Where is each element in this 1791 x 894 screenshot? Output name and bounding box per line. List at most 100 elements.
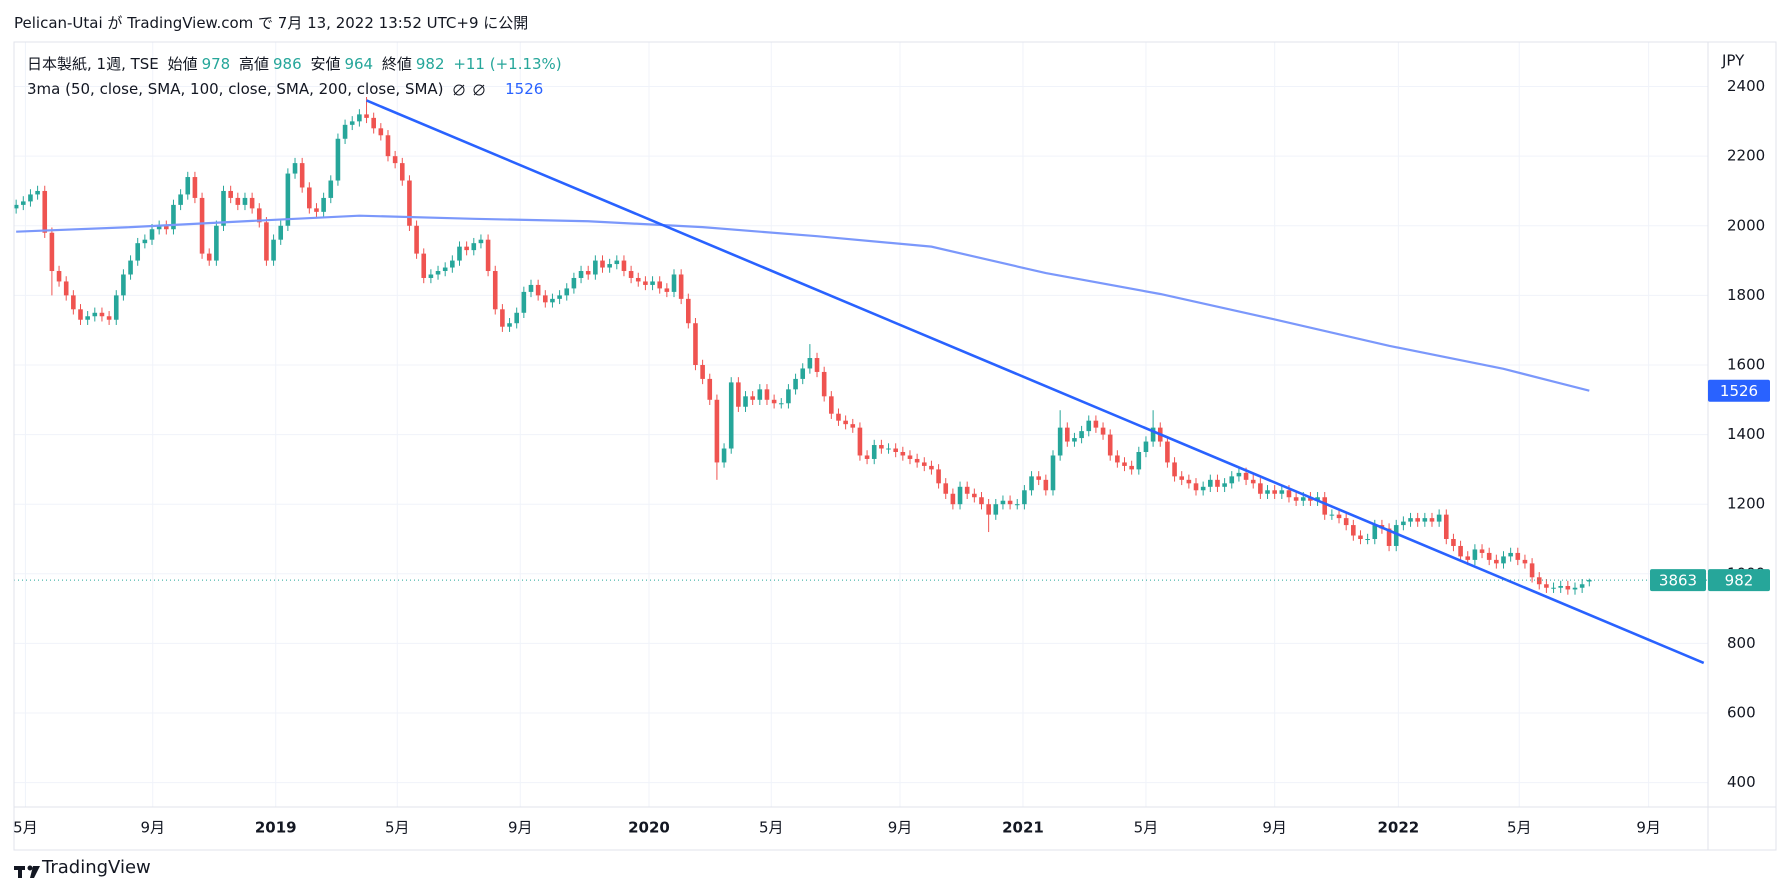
candle-body bbox=[1572, 587, 1578, 590]
candle-body bbox=[1565, 585, 1571, 590]
candle-body bbox=[1193, 483, 1199, 491]
x-tick-label: 9月 bbox=[888, 819, 913, 837]
candle-body bbox=[671, 274, 677, 292]
indicator-badge bbox=[1708, 379, 1770, 402]
candle-body bbox=[14, 204, 19, 209]
candle-body bbox=[807, 358, 813, 369]
candle-body bbox=[1308, 497, 1313, 501]
candle-body bbox=[979, 497, 984, 505]
candle-body bbox=[1343, 518, 1349, 526]
candle-body bbox=[85, 316, 90, 320]
candle-body bbox=[92, 312, 98, 317]
candle-body bbox=[49, 232, 55, 272]
candle-body bbox=[1136, 451, 1142, 470]
candle-body bbox=[550, 298, 555, 303]
candle-body bbox=[736, 382, 741, 407]
candle-body bbox=[192, 177, 198, 198]
candle-body bbox=[900, 451, 906, 456]
candle-body bbox=[435, 271, 441, 275]
candle-body bbox=[235, 197, 241, 205]
candle-body bbox=[528, 284, 534, 292]
candle-body bbox=[907, 455, 913, 459]
candle-body bbox=[1579, 584, 1585, 588]
candle-body bbox=[721, 448, 727, 463]
candle-body bbox=[278, 225, 284, 240]
candle-body bbox=[585, 271, 591, 275]
candle-body bbox=[1515, 552, 1521, 560]
candle-body bbox=[650, 281, 655, 285]
candle-body bbox=[1551, 587, 1556, 589]
candle-body bbox=[1451, 539, 1456, 546]
candle-body bbox=[1293, 497, 1299, 501]
candle-body bbox=[1336, 514, 1342, 519]
candle-body bbox=[1486, 552, 1492, 560]
candle-body bbox=[1243, 472, 1249, 480]
candle-body bbox=[843, 420, 848, 425]
currency-label: JPY bbox=[1721, 52, 1745, 70]
candle-body bbox=[1472, 549, 1478, 560]
candle-body bbox=[1300, 497, 1306, 501]
ohlc-value: 982 bbox=[415, 55, 445, 73]
candle-body bbox=[1415, 518, 1420, 522]
x-tick-label: 2022 bbox=[1377, 819, 1419, 837]
candle-body bbox=[1458, 545, 1463, 557]
candle-body bbox=[342, 124, 348, 139]
candle-body bbox=[35, 190, 40, 195]
candle-body bbox=[1014, 504, 1020, 506]
ohlc-label: 終値 bbox=[381, 55, 412, 73]
candle-body bbox=[914, 458, 920, 463]
candle-body bbox=[1522, 559, 1528, 564]
candle-body bbox=[1286, 490, 1292, 498]
candle-body bbox=[1150, 427, 1156, 442]
candle-body bbox=[113, 295, 119, 320]
ohlc-value: 964 bbox=[344, 55, 374, 73]
candle-body bbox=[957, 486, 963, 505]
candle-body bbox=[63, 281, 69, 296]
candle-body bbox=[1494, 559, 1499, 564]
candle-body bbox=[307, 187, 312, 209]
candle-body bbox=[1544, 584, 1549, 588]
candle-body bbox=[571, 277, 577, 289]
y-tick-label: 2000 bbox=[1727, 216, 1765, 234]
candle-body bbox=[786, 389, 791, 404]
ohlc-value: 986 bbox=[273, 55, 302, 73]
footer-brand: TradingView bbox=[42, 857, 151, 878]
candle-body bbox=[1422, 518, 1428, 522]
candle-body bbox=[242, 197, 248, 205]
candle-body bbox=[314, 208, 319, 212]
candle-body bbox=[156, 225, 162, 230]
candle-body bbox=[1215, 479, 1220, 487]
candle-body bbox=[1208, 479, 1213, 487]
y-tick-label: 2200 bbox=[1727, 147, 1765, 165]
y-tick-label: 600 bbox=[1727, 704, 1756, 722]
candle-body bbox=[56, 271, 62, 282]
candle-body bbox=[1007, 500, 1013, 505]
candle-body bbox=[221, 190, 226, 226]
candle-body bbox=[1100, 427, 1106, 435]
candle-body bbox=[1536, 577, 1542, 585]
ohlc-value: 978 bbox=[201, 55, 231, 73]
candle-body bbox=[378, 128, 384, 136]
candle-body bbox=[1443, 514, 1449, 540]
candle-body bbox=[164, 225, 169, 230]
candle-body bbox=[578, 271, 584, 278]
candle-body bbox=[471, 243, 477, 251]
candle-body bbox=[1186, 479, 1192, 484]
candle-body bbox=[542, 295, 548, 303]
trend-line bbox=[366, 99, 1705, 665]
candle-body bbox=[357, 114, 362, 122]
candle-body bbox=[1129, 465, 1134, 470]
candle-body bbox=[857, 427, 863, 456]
candle-body bbox=[778, 403, 784, 405]
x-tick-label: 5月 bbox=[1507, 819, 1532, 837]
candle-body bbox=[1029, 476, 1034, 491]
candle-body bbox=[1179, 476, 1185, 480]
tv-logo bbox=[14, 865, 40, 878]
candle-body bbox=[521, 291, 527, 313]
candle-body bbox=[936, 469, 941, 484]
candle-body bbox=[657, 281, 663, 289]
candle-body bbox=[1351, 525, 1356, 536]
candle-body bbox=[399, 163, 405, 181]
candle-body bbox=[871, 445, 877, 459]
